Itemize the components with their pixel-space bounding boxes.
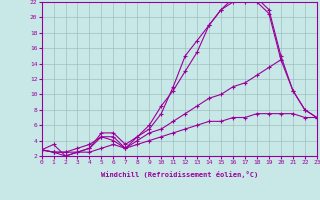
X-axis label: Windchill (Refroidissement éolien,°C): Windchill (Refroidissement éolien,°C): [100, 171, 258, 178]
